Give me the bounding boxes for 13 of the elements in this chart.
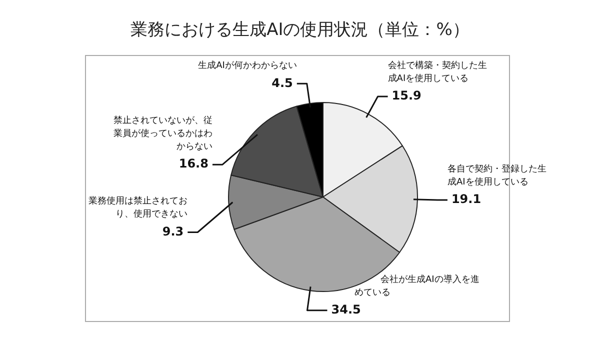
data-label: 15.9 bbox=[392, 88, 422, 103]
slice-label: 生成AIが何かわからない bbox=[198, 60, 297, 71]
data-label: 4.5 bbox=[272, 76, 293, 90]
data-label: 9.3 bbox=[162, 224, 184, 238]
slice-label: 各自で契約・登録した生成AIを使用している bbox=[447, 163, 546, 188]
data-label: 16.8 bbox=[178, 156, 208, 171]
data-label: 19.1 bbox=[451, 192, 482, 206]
slice-label: 会社で構築・契約した生成AIを使用している bbox=[388, 60, 487, 84]
slice-label: 会社が生成AIの導入を進めている bbox=[354, 274, 480, 298]
slice-label: 業務使用は禁止されており、使用できない bbox=[88, 196, 188, 220]
data-label: 34.5 bbox=[331, 302, 361, 317]
chart-title: 業務における生成AIの使用状況（単位：%） bbox=[130, 19, 470, 41]
slice-label: 禁止されていないが、従業員が使っているかはわからない bbox=[113, 114, 212, 152]
